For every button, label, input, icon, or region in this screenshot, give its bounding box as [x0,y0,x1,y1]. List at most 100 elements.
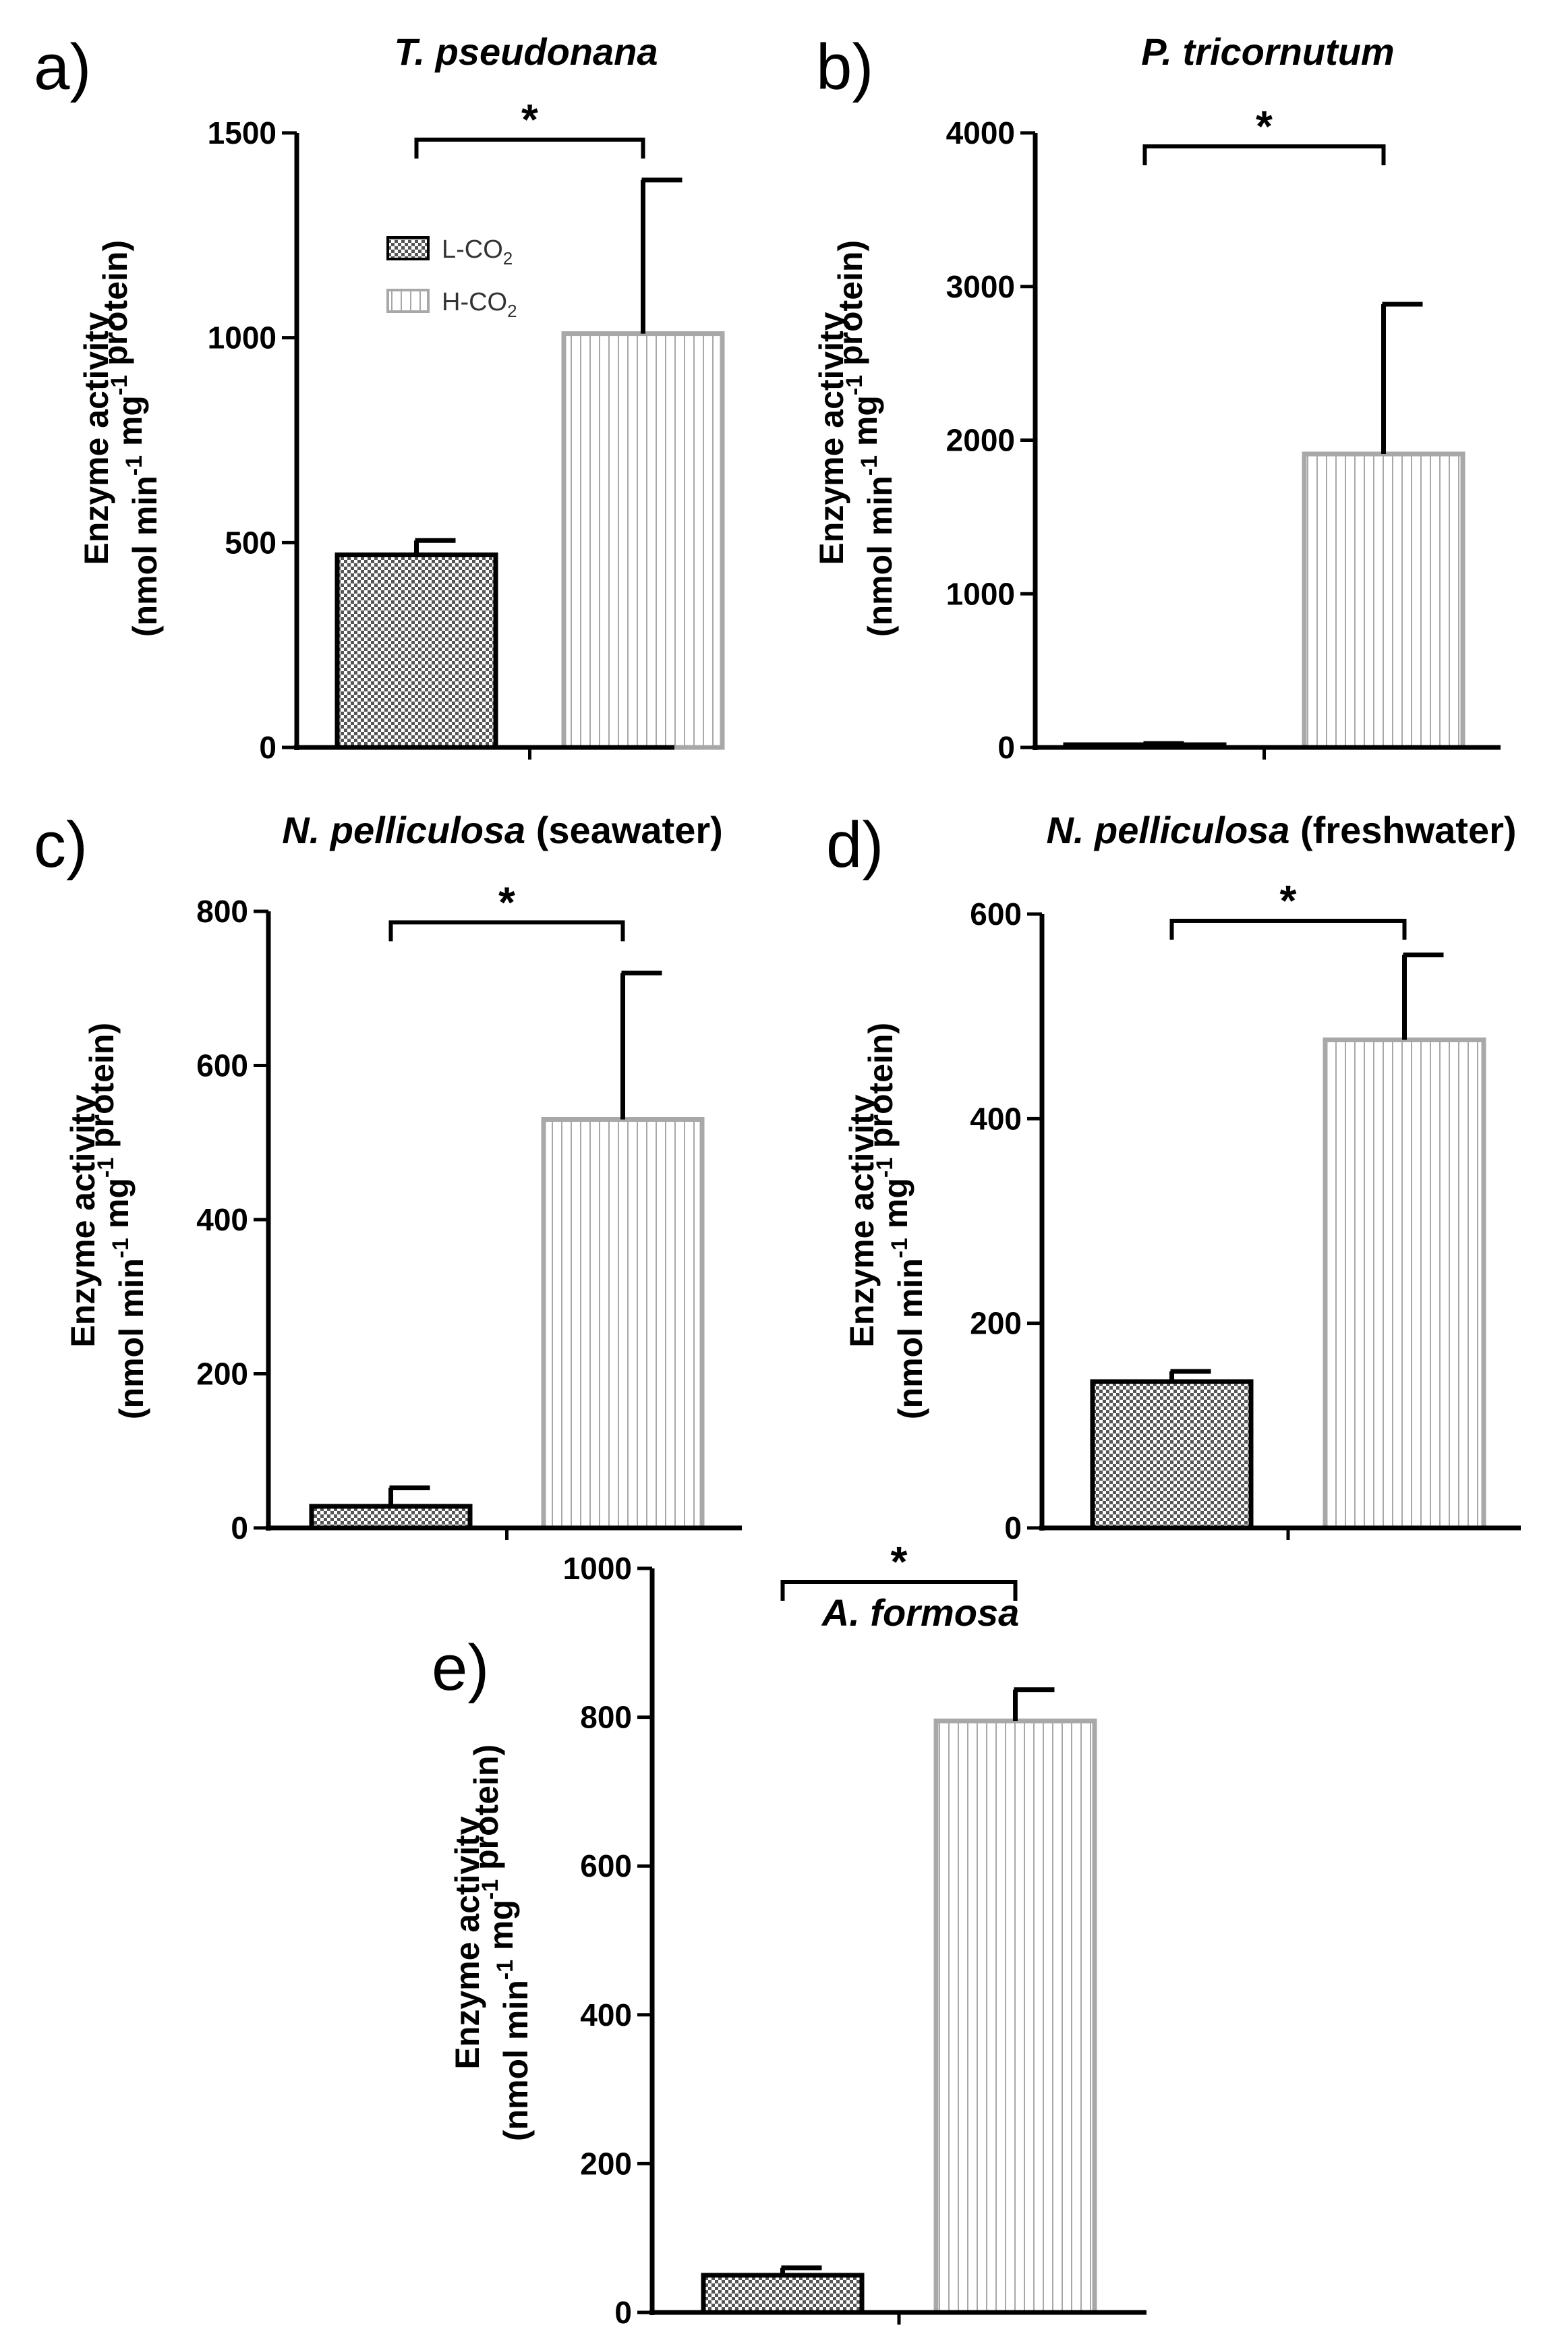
y-tick-label: 400 [196,1202,248,1237]
y-label-superscript: -1 [842,375,867,395]
significance-star: * [1256,102,1273,150]
y-tick-label: 200 [580,2146,632,2181]
y-label-text: protein) [467,1744,505,1879]
significance-star: * [521,95,538,144]
y-axis-label-line2: (nmol min-1 mg-1 protein) [467,1744,535,2141]
panel-d: d) N. pelliculosa (freshwater) Enzyme acti… [826,809,1521,1545]
legend-label-text: L-CO [442,235,503,264]
y-label-text: (nmol min [861,476,899,637]
y-tick-label: 0 [1004,1510,1022,1545]
panel-c: c) N. pelliculosa (seawater) Enzyme activi… [34,809,742,1545]
y-tick-label: 1000 [208,320,277,356]
legend-swatch-high-co2 [386,289,430,313]
y-axis-label: Enzyme activity (nmol min-1 mg-1 protein) [78,240,164,637]
panel-letter: d) [826,809,883,881]
y-label-superscript: -1 [108,1238,134,1258]
significance-bracket [1142,144,1386,165]
y-tick-label: 0 [997,730,1015,765]
y-axis-label-line1: Enzyme activity [64,1094,102,1347]
y-tick-label: 1500 [208,115,277,150]
significance-bracket [414,138,645,159]
y-label-text: protein) [832,240,869,375]
y-tick-label: 3000 [946,269,1015,304]
panel-letter: b) [816,31,873,103]
legend-label-text: H-CO [442,288,507,316]
y-label-text: protein) [96,240,134,375]
y-label-superscript: -1 [887,1238,912,1258]
y-axis-label-line1: Enzyme activity [813,312,850,565]
significance-bracket [388,920,625,942]
y-label-text: protein) [862,1023,900,1158]
y-label-text: (nmol min [126,476,164,637]
y-axis-label-line1: Enzyme activity [843,1094,881,1347]
panel-title: N. pelliculosa (seawater) [282,809,723,851]
legend-label-subscript: 2 [503,248,513,268]
species-name: N. pelliculosa [1046,809,1289,851]
y-label-text: mg [877,1178,914,1238]
significance-star: * [891,1537,908,1586]
bar-low-co2 [1090,1379,1254,1531]
y-axis-label: Enzyme activity (nmol min-1 mg-1 protein) [448,1744,535,2141]
y-label-superscript: -1 [872,1158,898,1178]
significance-bracket [780,1580,1018,1601]
panel-title: A. formosa [821,1591,1020,1634]
y-tick-label: 0 [231,1510,248,1545]
y-label-text: mg [482,1900,520,1960]
y-tick-label: 800 [196,894,248,929]
bar-low-co2 [335,552,498,750]
y-tick-label: 600 [196,1048,248,1083]
y-axis-label-line2: (nmol min-1 mg-1 protein) [83,1023,150,1419]
bar-low-co2 [309,1504,473,1531]
y-tick-label: 800 [580,1700,632,1735]
y-axis-label-line2: (nmol min-1 mg-1 protein) [862,1023,929,1419]
y-label-superscript: -1 [121,455,147,476]
y-label-superscript: -1 [856,455,882,476]
y-label-text: mg [98,1178,136,1238]
y-tick-label: 2000 [946,423,1015,458]
y-label-superscript: -1 [492,1960,518,1980]
panel-letter: a) [34,31,91,103]
panel-letter: e) [432,1632,489,1704]
species-name: A. formosa [821,1591,1020,1634]
panel-title: P. tricornutum [1141,30,1394,73]
panel-title: N. pelliculosa (freshwater) [1046,809,1516,851]
y-label-superscript: -1 [477,1879,503,1900]
bar-high-co2 [1323,1037,1486,1531]
y-axis-label: Enzyme activity (nmol min-1 mg-1 protein) [64,1023,150,1419]
y-tick-label: 600 [970,897,1022,932]
y-label-text: protein) [83,1023,121,1158]
y-axis-label-line1: Enzyme activity [448,1816,486,2069]
y-tick-label: 500 [225,525,277,560]
y-axis-label: Enzyme activity (nmol min-1 mg-1 protein) [813,240,899,637]
bar-high-co2 [933,1718,1097,2315]
legend-swatch-low-co2 [386,236,430,260]
y-axis-label-line1: Enzyme activity [78,312,115,565]
y-tick-label: 400 [580,1997,632,2032]
legend-label: L-CO2 [442,235,513,268]
y-tick-label: 0 [259,730,277,765]
y-label-superscript: -1 [93,1158,119,1178]
bar-high-co2 [541,1116,705,1531]
legend-label-subscript: 2 [507,301,517,321]
bar-high-co2 [561,331,725,750]
y-axis-label-line2: (nmol min-1 mg-1 protein) [96,240,164,637]
legend-label: H-CO2 [442,288,517,321]
y-label-text: (nmol min [892,1258,929,1419]
y-label-text: mg [111,395,149,455]
y-label-superscript: -1 [107,375,132,395]
y-label-text: mg [846,395,884,455]
y-axis-label-line2: (nmol min-1 mg-1 protein) [832,240,899,637]
significance-star: * [1280,876,1297,925]
y-label-text: (nmol min [497,1980,535,2141]
y-tick-label: 1000 [563,1551,632,1586]
y-tick-label: 600 [580,1848,632,1883]
y-label-text: (nmol min [113,1258,150,1419]
panel-letter: c) [34,809,88,881]
y-tick-label: 1000 [946,576,1015,611]
y-tick-label: 400 [970,1101,1022,1136]
